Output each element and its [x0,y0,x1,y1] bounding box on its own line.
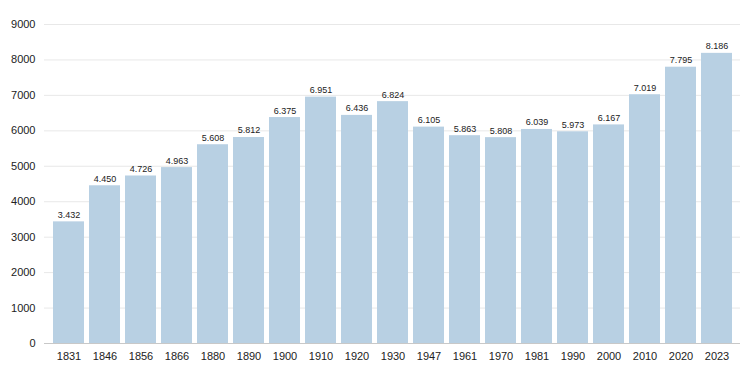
svg-text:0: 0 [29,337,35,349]
svg-text:6.436: 6.436 [346,103,369,113]
svg-text:2000: 2000 [11,266,35,278]
svg-text:1000: 1000 [11,302,35,314]
svg-text:4.726: 4.726 [130,164,153,174]
svg-text:1900: 1900 [273,350,297,362]
svg-text:7.795: 7.795 [670,55,693,65]
svg-text:7000: 7000 [11,89,35,101]
svg-text:6.375: 6.375 [274,106,297,116]
svg-text:4.450: 4.450 [94,174,117,184]
svg-text:5.973: 5.973 [562,120,585,130]
svg-text:1970: 1970 [489,350,513,362]
svg-text:1846: 1846 [93,350,117,362]
svg-text:1910: 1910 [309,350,333,362]
svg-text:5.608: 5.608 [202,133,225,143]
svg-text:1856: 1856 [129,350,153,362]
svg-text:1831: 1831 [57,350,81,362]
svg-text:2023: 2023 [705,350,729,362]
svg-text:5.808: 5.808 [490,126,513,136]
svg-text:6.951: 6.951 [310,85,333,95]
svg-text:1866: 1866 [165,350,189,362]
svg-text:6.105: 6.105 [418,115,441,125]
svg-text:1920: 1920 [345,350,369,362]
svg-text:1981: 1981 [525,350,549,362]
svg-text:1990: 1990 [561,350,585,362]
svg-text:5.863: 5.863 [454,124,477,134]
svg-text:6.824: 6.824 [382,90,405,100]
svg-text:2000: 2000 [597,350,621,362]
svg-text:4000: 4000 [11,195,35,207]
svg-text:6000: 6000 [11,124,35,136]
svg-text:2020: 2020 [669,350,693,362]
svg-text:1880: 1880 [201,350,225,362]
svg-text:9000: 9000 [11,18,35,30]
svg-text:1930: 1930 [381,350,405,362]
svg-text:5.812: 5.812 [238,125,261,135]
svg-text:6.039: 6.039 [526,117,549,127]
svg-text:8.186: 8.186 [706,41,729,51]
svg-text:1947: 1947 [417,350,441,362]
svg-text:5000: 5000 [11,160,35,172]
svg-text:2010: 2010 [633,350,657,362]
svg-text:6.167: 6.167 [598,113,621,123]
svg-text:1890: 1890 [237,350,261,362]
svg-text:4.963: 4.963 [166,156,189,166]
svg-text:3.432: 3.432 [58,210,81,220]
svg-text:8000: 8000 [11,53,35,65]
svg-text:1961: 1961 [453,350,477,362]
svg-text:3000: 3000 [11,231,35,243]
svg-text:7.019: 7.019 [634,83,657,93]
